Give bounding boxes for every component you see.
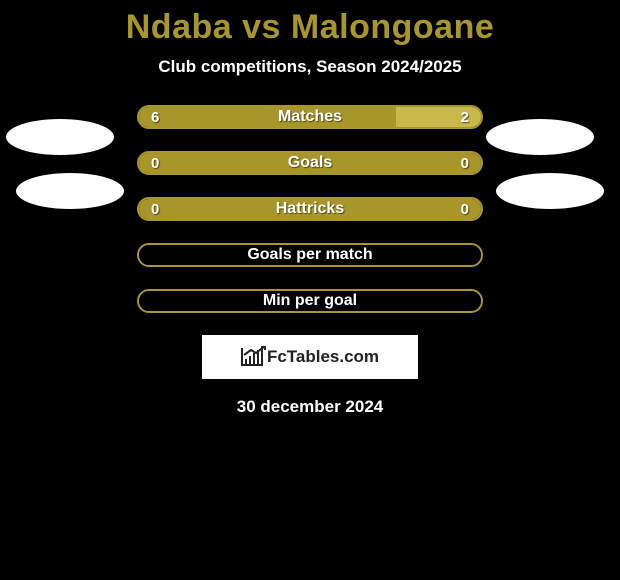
side-ellipse-right-1 [486,119,594,155]
logo-arrow-icon [243,346,267,356]
stat-seg-right [396,107,482,127]
logo-box: FcTables.com [202,335,418,379]
stat-row-fill [139,199,481,219]
stat-row: Goals00 [137,151,483,175]
logo-chart-icon [241,348,263,366]
title-vs: vs [242,8,281,46]
stat-row: Hattricks00 [137,197,483,221]
logo: FcTables.com [241,347,379,367]
title-player2: Malongoane [291,8,494,46]
side-ellipse-left-0 [6,119,114,155]
stat-row: Min per goal [137,289,483,313]
stat-seg-left [139,107,396,127]
stat-row-fill [139,153,481,173]
stat-row: Matches62 [137,105,483,129]
comparison-chart: Matches62 Goals00 Hattricks00 Goals per mat… [0,105,620,313]
side-ellipse-left-2 [16,173,124,209]
logo-bar [245,359,247,364]
stat-row: Goals per match [137,243,483,267]
side-ellipse-right-3 [496,173,604,209]
subtitle: Club competitions, Season 2024/2025 [0,57,620,77]
stat-seg-left [139,199,481,219]
stat-seg-left [139,153,481,173]
logo-bar [249,356,251,364]
logo-text: FcTables.com [267,347,379,367]
page-title: Ndaba vs Malongoane [0,0,620,47]
stat-row-fill [139,245,481,265]
title-player1: Ndaba [126,8,232,46]
stat-row-fill [139,107,481,127]
date-label: 30 december 2024 [0,397,620,417]
stat-row-fill [139,291,481,311]
